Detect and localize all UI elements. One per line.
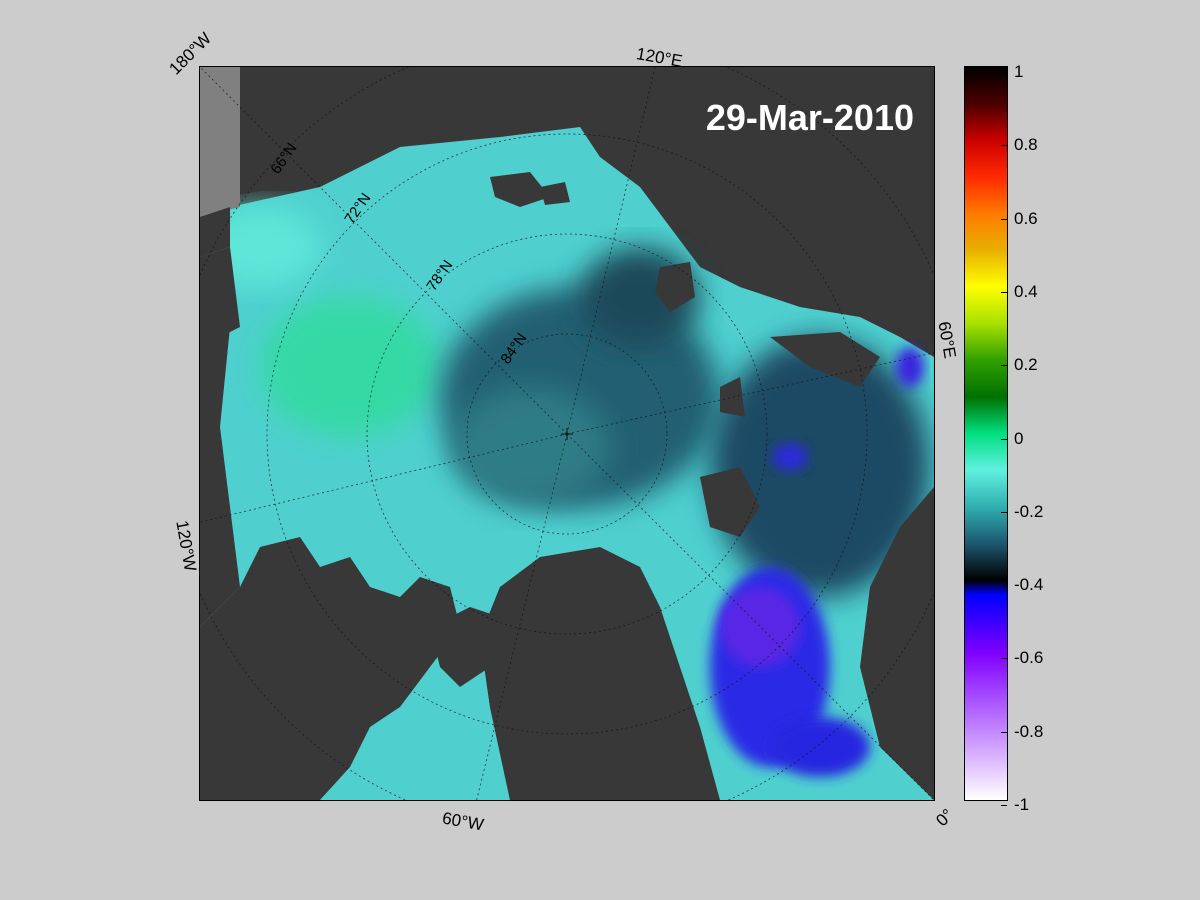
map-canvas: 66°N 72°N 78°N 84°N: [200, 67, 934, 800]
colorbar-tick-label: -0.8: [1014, 721, 1044, 741]
alaska-gray: [200, 67, 240, 217]
novaya-zemlya: [770, 332, 880, 387]
date-label: 29-Mar-2010: [705, 97, 914, 138]
siberia: [230, 67, 934, 297]
colorbar-tick-label: -0.4: [1014, 575, 1044, 595]
colorbar: [964, 66, 1008, 801]
colorbar-tick-label: 0.6: [1014, 208, 1038, 228]
colorbar-tick-label: 1: [1014, 62, 1024, 81]
colorbar-tick-label: -0.6: [1014, 648, 1044, 668]
lon-label-0: 0°: [932, 805, 958, 831]
colorbar-tick-mark: [1001, 438, 1007, 440]
colorbar-tick-mark: [1001, 72, 1007, 73]
colorbar-tick-mark: [1001, 145, 1007, 147]
colorbar-tick-mark: [1001, 365, 1007, 367]
scandinavia: [860, 487, 934, 800]
colorbar-tick-label: 0.4: [1014, 281, 1038, 301]
colorbar-tick-label: 0.8: [1014, 135, 1038, 155]
colorbar-tick-label: -0.2: [1014, 501, 1044, 521]
svalbard: [700, 467, 760, 537]
graticule: [200, 67, 934, 800]
pole-marker: [561, 428, 573, 440]
arctic-map: 66°N 72°N 78°N 84°N 29-Mar-2010: [199, 66, 935, 801]
colorbar-tick-mark: [1001, 291, 1007, 293]
colorbar-tick-mark: [1001, 585, 1007, 587]
land-masses: [200, 67, 934, 800]
lon-label-60w: 60°W: [440, 808, 486, 835]
greenland: [480, 547, 720, 800]
canadian-archipelago: [200, 537, 460, 800]
colorbar-tick-mark: [1001, 731, 1007, 733]
colorbar-tick-label: 0.2: [1014, 355, 1038, 375]
colorbar-tick-mark: [1001, 511, 1007, 513]
lon-label-60e: 60°E: [934, 320, 960, 360]
colorbar-tick-label: -1: [1014, 795, 1030, 814]
colorbar-tick-label: 0: [1014, 428, 1024, 448]
colorbar-tick-mark: [1001, 658, 1007, 660]
colorbar-tick-mark: [1001, 218, 1007, 220]
colorbar-tick-mark: [1001, 805, 1007, 806]
lon-label-120w: 120°W: [172, 519, 200, 573]
high-anomaly-region: [260, 297, 440, 437]
